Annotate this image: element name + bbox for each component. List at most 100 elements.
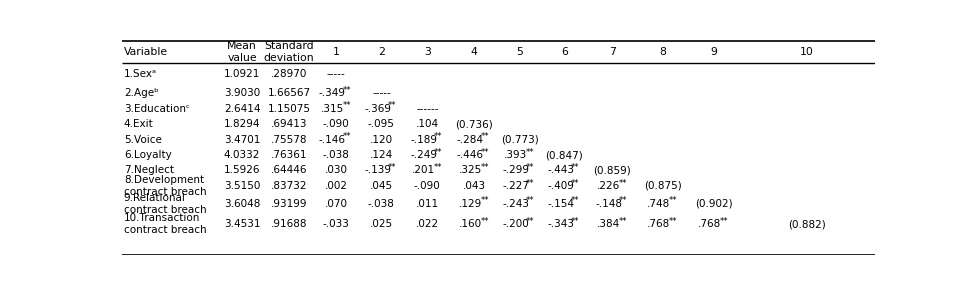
Text: -.095: -.095	[368, 119, 395, 129]
Text: 3.4531: 3.4531	[224, 219, 260, 229]
Text: (0.875): (0.875)	[643, 181, 681, 191]
Text: **: **	[571, 217, 579, 226]
Text: (0.847): (0.847)	[545, 150, 583, 160]
Text: -.038: -.038	[323, 150, 350, 160]
Text: 10: 10	[800, 47, 814, 57]
Text: 4: 4	[470, 47, 477, 57]
Text: 7.Neglect: 7.Neglect	[123, 166, 174, 176]
Text: 1: 1	[332, 47, 339, 57]
Text: (0.882): (0.882)	[788, 219, 826, 229]
Text: 2.6414: 2.6414	[224, 104, 260, 114]
Text: .69413: .69413	[271, 119, 307, 129]
Text: **: **	[720, 217, 728, 226]
Text: -.090: -.090	[323, 119, 350, 129]
Text: (0.902): (0.902)	[695, 199, 733, 209]
Text: (0.859): (0.859)	[593, 166, 631, 176]
Text: -.200: -.200	[503, 219, 529, 229]
Text: 5.Voice: 5.Voice	[123, 135, 161, 145]
Text: 2.Ageᵇ: 2.Ageᵇ	[123, 88, 158, 98]
Text: **: **	[480, 196, 489, 205]
Text: .129: .129	[459, 199, 482, 209]
Text: -.033: -.033	[323, 219, 350, 229]
Text: .025: .025	[369, 219, 393, 229]
Text: .002: .002	[325, 181, 348, 191]
Text: .030: .030	[325, 166, 348, 176]
Text: -.299: -.299	[503, 166, 530, 176]
Text: **: **	[434, 163, 442, 172]
Text: 5: 5	[516, 47, 523, 57]
Text: .748: .748	[647, 199, 671, 209]
Text: **: **	[526, 178, 535, 188]
Text: 2: 2	[378, 47, 385, 57]
Text: .011: .011	[416, 199, 439, 209]
Text: -.443: -.443	[547, 166, 574, 176]
Text: Variable: Variable	[123, 47, 168, 57]
Text: **: **	[342, 102, 351, 110]
Text: 4.Exit: 4.Exit	[123, 119, 154, 129]
Text: 9.Relational
contract breach: 9.Relational contract breach	[123, 193, 206, 214]
Text: 6: 6	[561, 47, 568, 57]
Text: .83732: .83732	[271, 181, 307, 191]
Text: 1.66567: 1.66567	[267, 88, 311, 98]
Text: -.349: -.349	[319, 88, 346, 98]
Text: .93199: .93199	[271, 199, 307, 209]
Text: 4.0332: 4.0332	[224, 150, 260, 160]
Text: .325: .325	[459, 166, 482, 176]
Text: .768: .768	[698, 219, 721, 229]
Text: 3.5150: 3.5150	[224, 181, 260, 191]
Text: **: **	[571, 196, 579, 205]
Text: 7: 7	[608, 47, 615, 57]
Text: .043: .043	[463, 181, 486, 191]
Text: **: **	[434, 148, 442, 157]
Text: **: **	[618, 217, 627, 226]
Text: **: **	[669, 217, 677, 226]
Text: **: **	[388, 163, 397, 172]
Text: 3.6048: 3.6048	[224, 199, 260, 209]
Text: -.038: -.038	[368, 199, 395, 209]
Text: 1.Sexᵃ: 1.Sexᵃ	[123, 69, 156, 80]
Text: Standard
deviation: Standard deviation	[263, 41, 314, 63]
Text: **: **	[526, 217, 535, 226]
Text: .75578: .75578	[271, 135, 307, 145]
Text: **: **	[669, 196, 677, 205]
Text: 1.5926: 1.5926	[224, 166, 260, 176]
Text: 10.Transaction
contract breach: 10.Transaction contract breach	[123, 213, 206, 235]
Text: .124: .124	[369, 150, 393, 160]
Text: -.284: -.284	[457, 135, 484, 145]
Text: -----: -----	[327, 69, 346, 80]
Text: **: **	[342, 132, 351, 141]
Text: 1.8294: 1.8294	[224, 119, 260, 129]
Text: 6.Loyalty: 6.Loyalty	[123, 150, 171, 160]
Text: 3.Educationᶜ: 3.Educationᶜ	[123, 104, 190, 114]
Text: 3.9030: 3.9030	[224, 88, 260, 98]
Text: **: **	[480, 148, 489, 157]
Text: **: **	[480, 217, 489, 226]
Text: .120: .120	[369, 135, 393, 145]
Text: .201: .201	[412, 166, 435, 176]
Text: -----: -----	[372, 88, 391, 98]
Text: .28970: .28970	[271, 69, 307, 80]
Text: .045: .045	[369, 181, 393, 191]
Text: -.343: -.343	[547, 219, 574, 229]
Text: **: **	[571, 163, 579, 172]
Text: -.146: -.146	[319, 135, 346, 145]
Text: .226: .226	[597, 181, 620, 191]
Text: 3: 3	[424, 47, 431, 57]
Text: .384: .384	[597, 219, 620, 229]
Text: **: **	[618, 196, 627, 205]
Text: **: **	[342, 86, 351, 95]
Text: -.409: -.409	[547, 181, 574, 191]
Text: .768: .768	[647, 219, 671, 229]
Text: .393: .393	[504, 150, 528, 160]
Text: -.139: -.139	[364, 166, 391, 176]
Text: -.154: -.154	[547, 199, 574, 209]
Text: (0.736): (0.736)	[455, 119, 493, 129]
Text: **: **	[526, 148, 535, 157]
Text: 3.4701: 3.4701	[224, 135, 260, 145]
Text: .91688: .91688	[271, 219, 307, 229]
Text: **: **	[571, 178, 579, 188]
Text: **: **	[618, 178, 627, 188]
Text: (0.773): (0.773)	[501, 135, 538, 145]
Text: 8.Development
contract breach: 8.Development contract breach	[123, 175, 206, 197]
Text: **: **	[526, 196, 535, 205]
